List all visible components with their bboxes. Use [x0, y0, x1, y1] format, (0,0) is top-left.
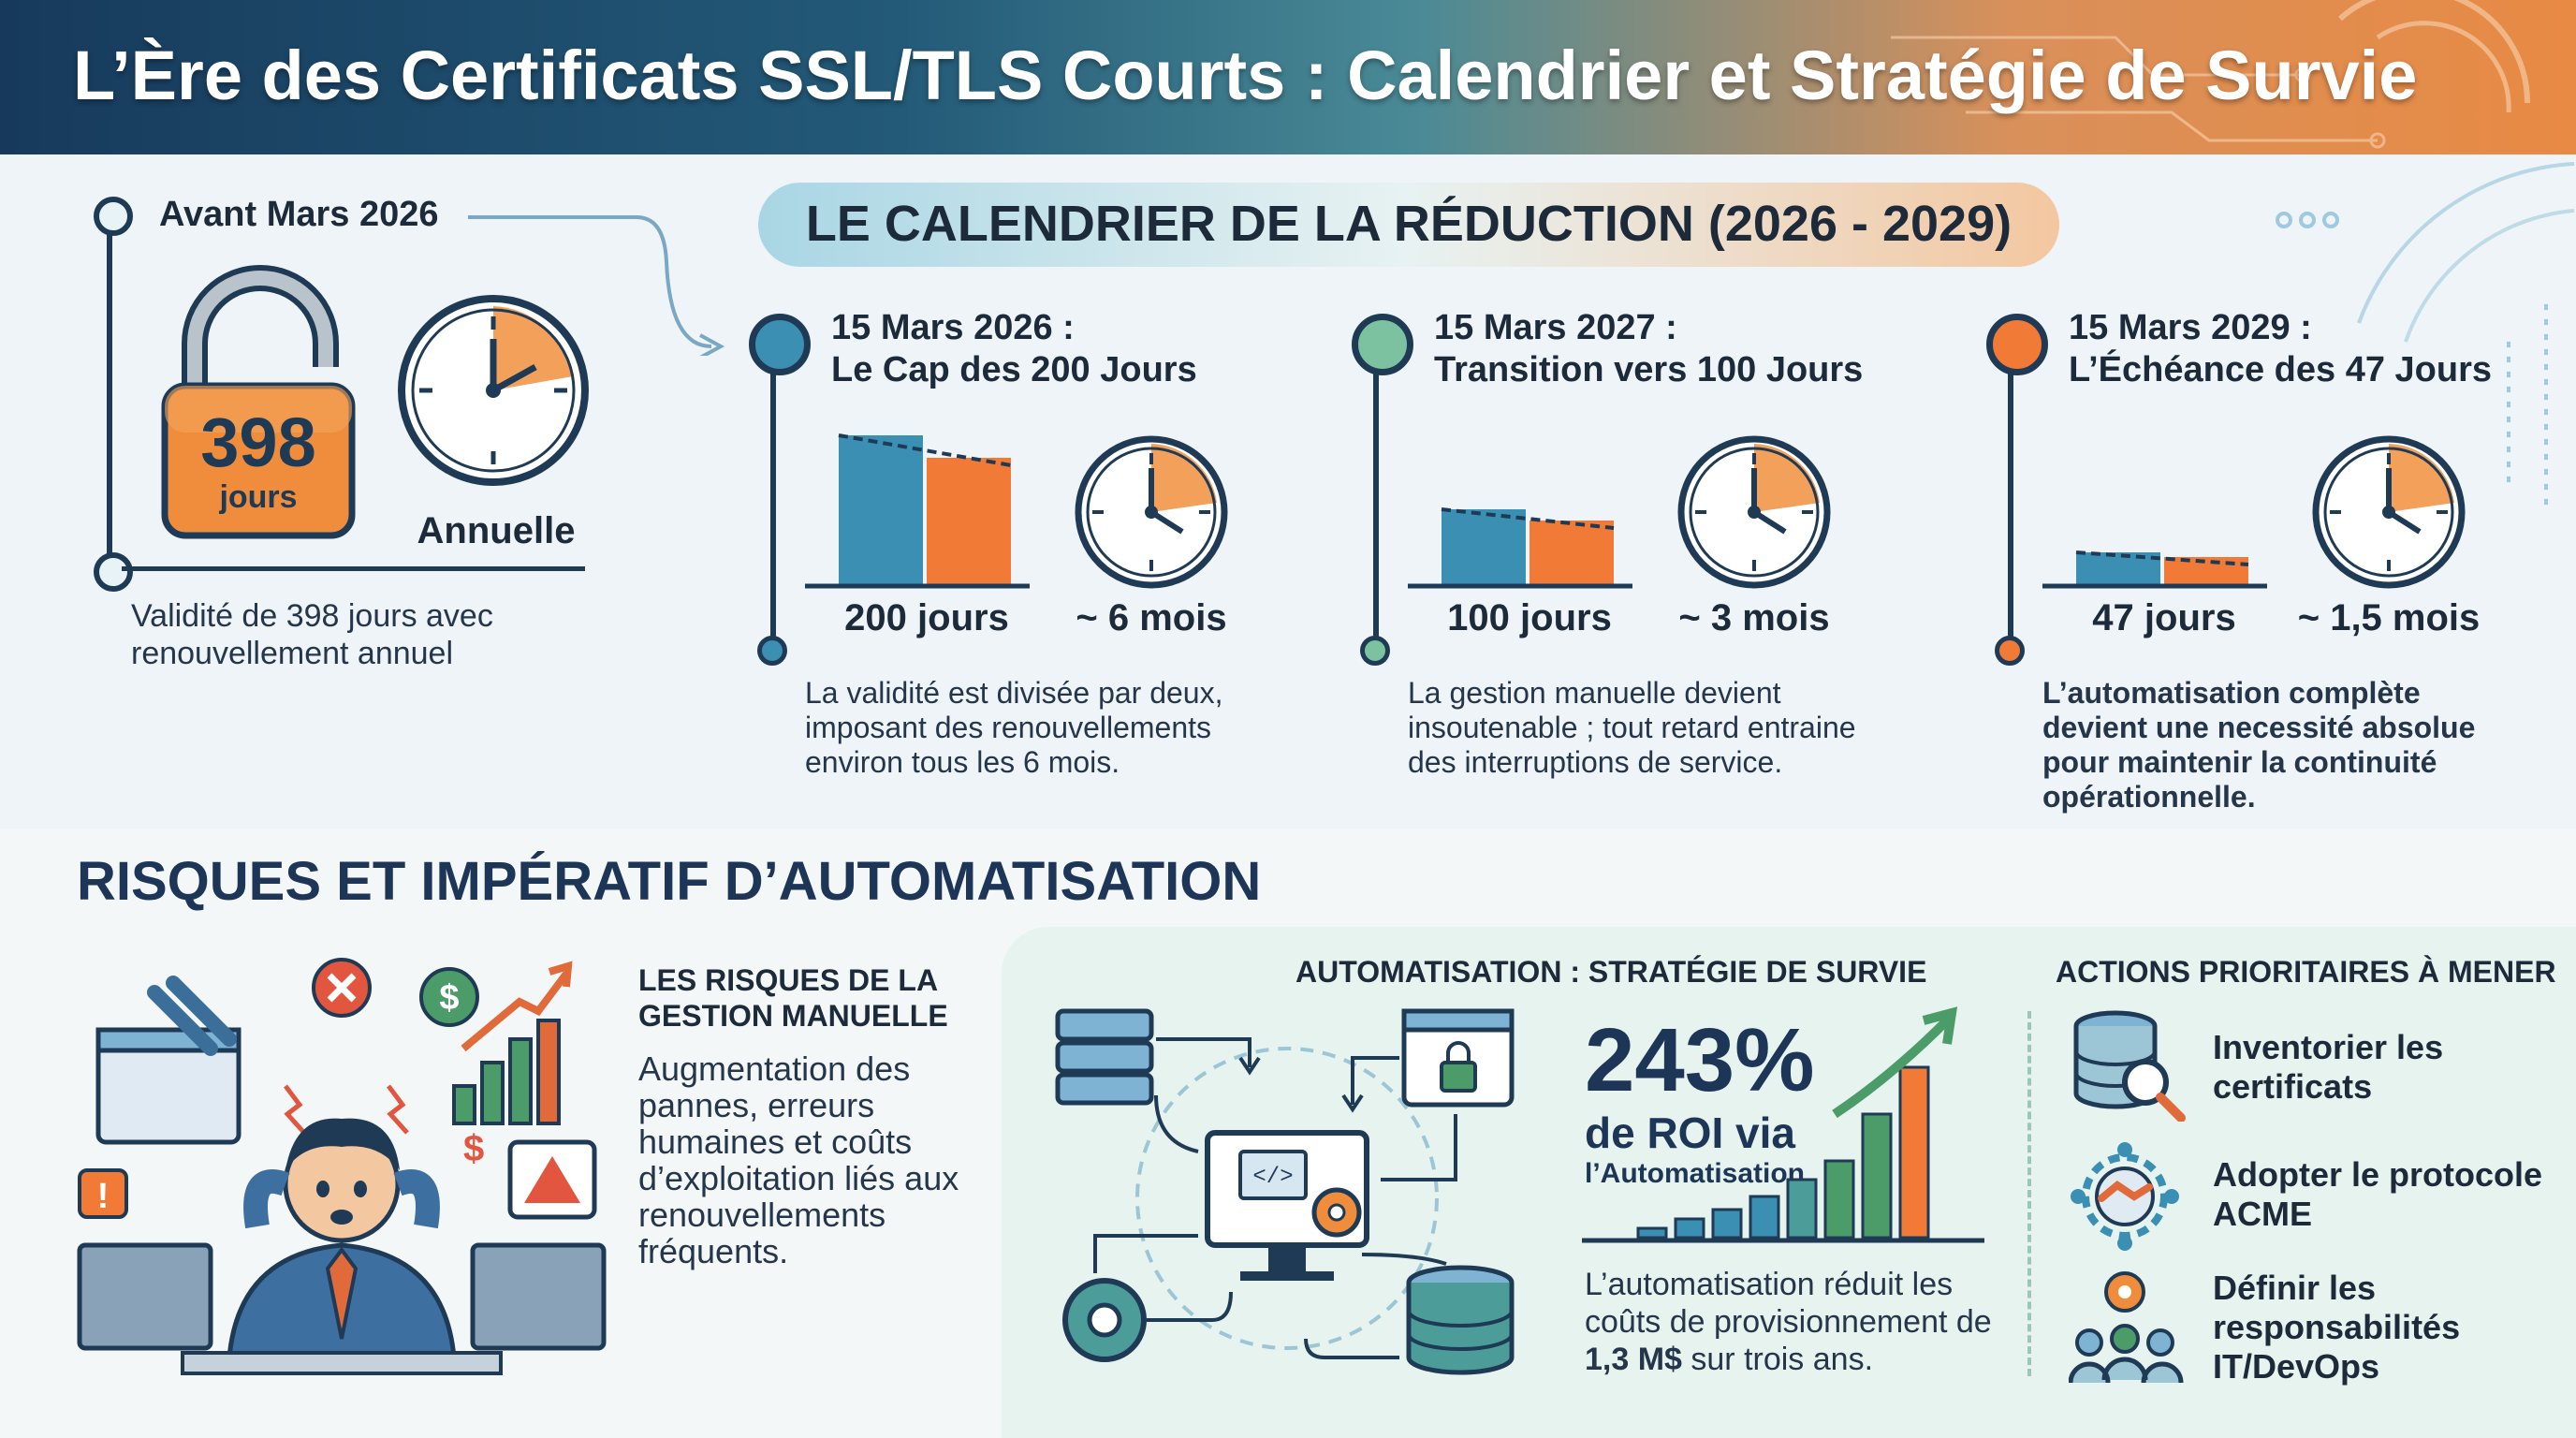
header-banner: [0, 0, 2576, 154]
milestone-end-node: [1360, 636, 1390, 666]
milestone-description: La gestion manuelle devient insoutenable…: [1408, 676, 1856, 779]
lock-unit: jours: [219, 479, 298, 515]
connector-arrow-icon: [468, 215, 725, 356]
milestone-node: [749, 314, 811, 375]
automation-heading: AUTOMATISATION : STRATÉGIE DE SURVIE: [1295, 955, 1927, 989]
lock-number: 398: [200, 404, 316, 481]
automation-workflow-diagram: </>: [1055, 1008, 1515, 1375]
database-search-icon: [2073, 1010, 2186, 1122]
milestone-days: 47 jours: [2092, 597, 2236, 638]
validity-bar-chart-icon: [1408, 507, 1632, 589]
validity-bar-chart-icon: [805, 433, 1030, 589]
unlocked-padlock-icon: [161, 265, 356, 539]
clock-icon: [398, 295, 589, 486]
circuit-decoration-icon: [1891, 0, 2531, 149]
milestone-days: 100 jours: [1447, 597, 1612, 638]
milestone-date: 15 Mars 2027 :: [1434, 308, 1677, 347]
milestone-subtitle: L’Échéance des 47 Jours: [2069, 350, 2493, 389]
svg-text:$: $: [439, 978, 459, 1018]
timeline-line: [107, 230, 112, 558]
stressed-worker-illustration: $ ! $: [77, 958, 607, 1375]
milestone-line: [2008, 369, 2013, 640]
circuit-decoration-icon: [2276, 162, 2575, 510]
milestone-period: ~ 1,5 mois: [2297, 597, 2481, 638]
clock-icon: [1677, 435, 1831, 589]
validity-bar-chart-icon: [2042, 550, 2267, 589]
current-label: Avant Mars 2026: [159, 195, 439, 234]
clock-icon: [1075, 435, 1228, 589]
risk-section-title: RISQUES ET IMPÉRATIF D’AUTOMATISATION: [77, 851, 1262, 912]
timeline-node-end: [94, 552, 133, 592]
milestone-line: [1373, 369, 1379, 640]
milestone-period: ~ 3 mois: [1678, 597, 1830, 638]
current-description: Validité de 398 jours avec renouvellemen…: [131, 598, 493, 671]
action-item-acme: Adopter le protocole ACME: [2213, 1155, 2543, 1233]
milestone-node: [1986, 314, 2048, 375]
action-item-roles: Définir les responsabilités IT/DevOps: [2213, 1269, 2461, 1386]
timeline-title: LE CALENDRIER DE LA RÉDUCTION (2026 - 20…: [805, 196, 2012, 252]
milestone-description: La validité est divisée par deux, imposa…: [805, 676, 1223, 779]
timeline-title-pill: [758, 183, 2059, 267]
risks-text: Augmentation des pannes, erreurs humaine…: [638, 1049, 959, 1270]
page-title: L’Ère des Certificats SSL/TLS Courts : C…: [73, 37, 2418, 114]
actions-divider: [2027, 1011, 2031, 1376]
automation-highlight: 1,3 M$: [1585, 1342, 1682, 1377]
server-stack-icon: [1055, 1008, 1154, 1106]
handshake-gear-icon: [2071, 1142, 2179, 1251]
automation-text: L’automatisation réduit les coûts de pro…: [1585, 1266, 1997, 1378]
milestone-end-node: [757, 636, 787, 666]
roi-sub: l’Automatisation: [1585, 1158, 1806, 1189]
clock-label: Annuelle: [417, 510, 576, 551]
timeline-node-start: [94, 197, 133, 236]
risks-heading: LES RISQUES DE LA GESTION MANUELLE: [638, 963, 948, 1033]
automation-text-before: L’automatisation réduit les coûts de pro…: [1585, 1267, 1992, 1340]
roi-growth-chart-icon: [1582, 1006, 1984, 1243]
top-section-background: [0, 154, 2576, 829]
milestone-days: 200 jours: [844, 597, 1009, 638]
roi-value: 243%: [1585, 1010, 1815, 1110]
svg-text:</>: </>: [1252, 1165, 1293, 1190]
milestone-subtitle: Le Cap des 200 Jours: [831, 350, 1197, 389]
actions-heading: ACTIONS PRIORITAIRES À MENER: [2056, 955, 2556, 989]
milestone-date: 15 Mars 2026 :: [831, 308, 1075, 347]
milestone-date: 15 Mars 2029 :: [2069, 308, 2312, 347]
svg-text:$: $: [463, 1128, 484, 1169]
svg-text:!: !: [97, 1177, 110, 1216]
milestone-line: [770, 369, 776, 640]
milestone-period: ~ 6 mois: [1076, 597, 1227, 638]
team-gear-icon: [2069, 1271, 2184, 1384]
automation-text-after: sur trois ans.: [1681, 1342, 1874, 1377]
roi-label: de ROI via: [1585, 1108, 1795, 1157]
baseline: [122, 566, 585, 571]
clock-icon: [2312, 435, 2466, 589]
action-item-inventory: Inventorier les certificats: [2213, 1028, 2444, 1106]
milestone-end-node: [1995, 636, 2025, 666]
milestone-subtitle: Transition vers 100 Jours: [1434, 350, 1864, 389]
milestone-node: [1352, 314, 1413, 375]
milestone-description: L’automatisation complète devient une ne…: [2042, 676, 2476, 814]
